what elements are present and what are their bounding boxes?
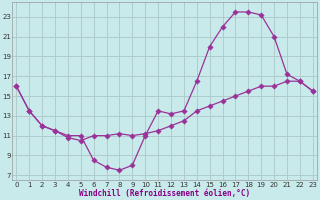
X-axis label: Windchill (Refroidissement éolien,°C): Windchill (Refroidissement éolien,°C) [79,189,250,198]
